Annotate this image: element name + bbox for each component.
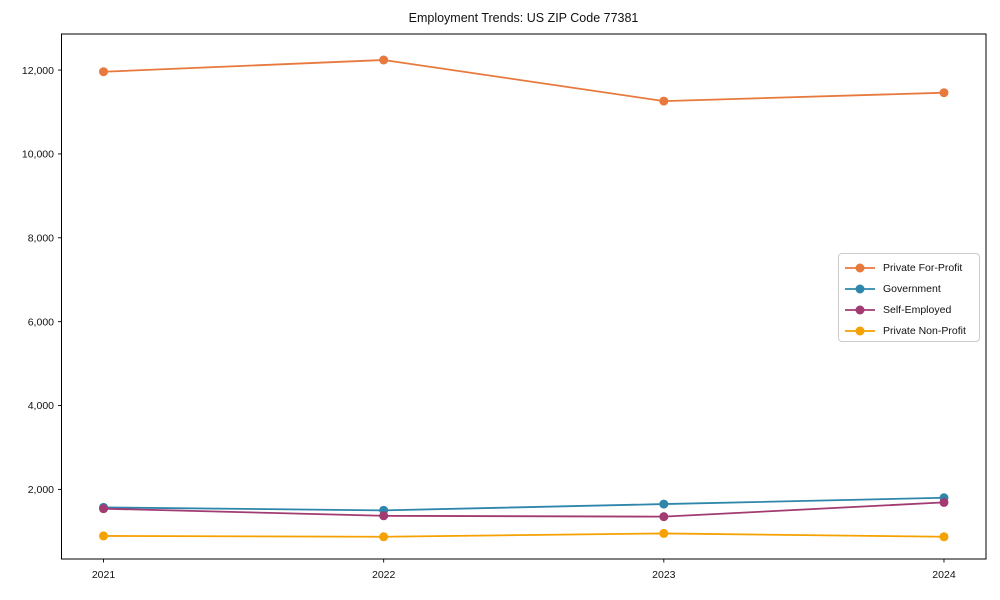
series-point-self-employed [939,497,949,507]
legend-marker-private-non-profit [845,326,875,336]
series-point-private-for-profit [99,67,109,77]
x-tick-label: 2022 [372,569,396,581]
y-tick-label: 8,000 [28,232,54,244]
x-tick-label: 2023 [652,569,676,581]
legend-marker-self-employed [845,305,875,315]
y-tick-label: 6,000 [28,316,54,328]
y-tick-label: 4,000 [28,400,54,412]
series-point-private-for-profit [939,88,949,98]
legend-item-self-employed: Self-Employed [844,300,979,320]
plot-border [61,33,987,560]
chart-title: Employment Trends: US ZIP Code 77381 [408,11,639,25]
series-point-private-non-profit [939,532,949,542]
legend-label-private-for-profit: Private For-Profit [883,262,963,274]
legend: Private For-Profit Government Self-Emplo… [838,253,980,342]
legend-marker-private-for-profit [845,263,875,273]
legend-label-private-non-profit: Private Non-Profit [883,325,966,337]
series-point-private-non-profit [659,528,669,538]
y-tick-label: 12,000 [22,65,54,77]
legend-marker-government [845,284,875,294]
series-line-government [103,496,944,512]
series-point-private-non-profit [99,531,109,541]
legend-label-self-employed: Self-Employed [883,304,952,316]
series-point-private-for-profit [379,55,389,65]
series-point-self-employed [99,504,109,514]
legend-item-private-for-profit: Private For-Profit [844,258,979,278]
y-tick-label: 10,000 [22,149,54,161]
x-tick-label: 2021 [92,569,116,581]
series-line-private-for-profit [103,59,945,102]
legend-item-government: Government [844,279,979,299]
series-point-private-for-profit [659,96,669,106]
x-tick-label: 2024 [932,569,956,581]
y-tick-label: 2,000 [28,484,54,496]
series-point-private-non-profit [379,532,389,542]
series-point-self-employed [659,512,669,522]
legend-item-private-non-profit: Private Non-Profit [844,321,979,341]
legend-label-government: Government [883,283,941,295]
series-line-self-employed [103,501,945,518]
series-point-government [659,499,669,509]
series-point-self-employed [379,511,389,521]
series-line-private-non-profit [103,532,944,538]
